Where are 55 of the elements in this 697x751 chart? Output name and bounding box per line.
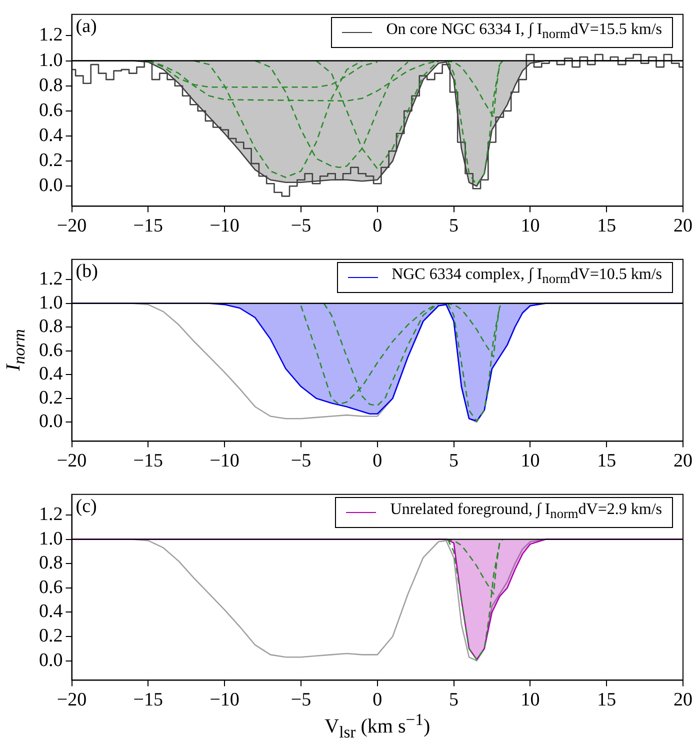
x-tick-label: 5 [449,690,459,711]
x-tick-label: −20 [56,216,87,237]
legend-label: NGC 6334 complex, ∫ I$_{norm}$dV=10.5 km/s [392,265,662,289]
legend-label: On core NGC 6334 I, ∫ I$_{norm}$dV=15.5 km/s [386,20,662,44]
annotation: (c) [76,496,97,518]
y-tick-label: 0.2 [39,387,63,408]
x-tick-label: −15 [133,216,164,237]
x-tick-label: −5 [290,450,312,472]
x-tick-label: 15 [597,690,616,711]
y-tick-label: 0.8 [39,316,63,338]
y-tick-label: 1.0 [39,292,63,314]
x-axis-title: V$_{lsr}$ (km s$^{−1}$) [324,710,430,743]
x-tick-label: 5 [449,450,459,472]
x-tick-label: 0 [372,216,382,237]
y-tick-label: 0.6 [39,576,63,598]
y-tick-label: 1.2 [39,504,63,526]
x-tick-label: −10 [210,216,240,237]
y-tick-label: 1.0 [39,50,63,71]
y-tick-label: 1.2 [39,24,63,46]
x-tick-label: −5 [290,216,312,237]
x-tick-label: 10 [520,216,540,237]
y-tick-label: 0.6 [39,340,63,361]
y-tick-label: 1.0 [39,528,63,550]
legend-label: Unrelated foreground, ∫ I$_{norm}$dV=2.9 km/s [390,500,662,524]
x-tick-label: −5 [290,690,312,711]
y-tick-label: 0.2 [39,150,63,172]
y-tick-label: 0.0 [39,175,63,196]
x-tick-label: 15 [597,450,616,472]
x-tick-label: −10 [210,450,240,472]
x-tick-label: 10 [520,450,540,472]
x-tick-label: −20 [56,690,87,711]
y-tick-label: 0.2 [39,625,63,646]
annotation: (a) [76,16,97,38]
x-tick-label: 0 [372,690,382,711]
y-tick-label: 0.6 [39,100,63,121]
y-tick-label: 0.8 [39,74,63,96]
x-tick-label: 10 [520,690,540,711]
y-tick-label: 0.0 [39,650,63,671]
x-tick-label: 20 [674,216,692,237]
y-tick-label: 0.4 [39,364,64,385]
y-tick-label: 1.2 [39,268,63,290]
x-tick-label: 20 [674,450,692,472]
x-tick-label: −15 [133,450,164,472]
y-tick-label: 0.8 [39,552,63,574]
x-tick-label: −15 [133,690,164,711]
y-tick-label: 0.4 [39,601,64,622]
x-tick-label: 5 [449,216,459,237]
y-tick-label: 0.0 [39,411,63,432]
x-tick-label: −10 [210,690,240,711]
y-tick-label: 0.4 [39,124,64,146]
x-tick-label: 20 [674,690,692,711]
annotation: (b) [76,261,98,284]
x-tick-label: −20 [56,450,87,472]
x-tick-label: 0 [372,450,382,472]
x-tick-label: 15 [597,216,616,237]
